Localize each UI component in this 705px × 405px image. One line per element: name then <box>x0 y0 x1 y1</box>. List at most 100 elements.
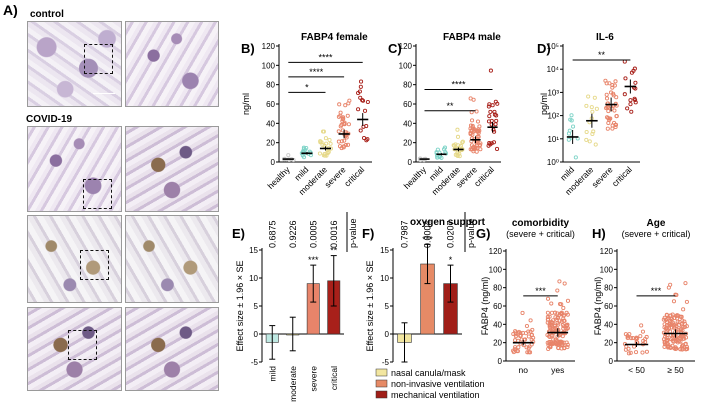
chart-c-ytick-label: 120 <box>399 42 413 51</box>
chart-f-pvalue: 0.0207 <box>446 220 456 248</box>
chart-b-ytick-label: 0 <box>271 158 276 167</box>
chart-c-ytick-label: 80 <box>403 81 412 90</box>
chart-f-star-label: * <box>449 255 453 265</box>
chart-h-point <box>674 346 679 351</box>
chart-b-point <box>344 135 349 140</box>
chart-c-point <box>486 119 492 124</box>
chart-b-point <box>358 128 363 133</box>
chart-d-point <box>569 113 574 118</box>
chart-b-point <box>337 102 342 107</box>
covid-overview-image-3 <box>27 307 122 391</box>
chart-h-point <box>625 335 630 340</box>
chart-g-point <box>547 345 552 350</box>
chart-d-point <box>629 109 634 114</box>
chart-h-point <box>674 336 679 342</box>
chart-d-point <box>612 83 617 88</box>
chart-h-xtick-label: ≥ 50 <box>667 365 684 375</box>
chart-h-point <box>666 285 671 290</box>
chart-c-point <box>460 140 465 145</box>
chart-d-point <box>629 70 634 75</box>
chart-h-subtitle: (severe + critical) <box>622 229 691 239</box>
chart-b-point <box>340 117 345 122</box>
chart-c-sig-label: **** <box>451 80 466 90</box>
chart-b-point <box>358 84 363 89</box>
zoom-region-box <box>83 179 112 209</box>
chart-g-point <box>564 323 569 328</box>
chart-h-point <box>678 347 683 352</box>
covid-zoom-image-1 <box>125 126 219 212</box>
chart-b-xtick-label: severe <box>323 164 348 189</box>
chart-g-point <box>530 327 535 332</box>
chart-d-point <box>608 116 613 121</box>
chart-c-point <box>476 127 481 132</box>
chart-e-ytick-label: 10 <box>249 274 258 283</box>
chart-c-point <box>487 114 492 119</box>
chart-g-point <box>545 296 551 301</box>
chart-g-point <box>514 349 519 354</box>
chart-f-legend-label: mechanical ventilation <box>391 390 480 400</box>
chart-b-point <box>323 136 328 141</box>
chart-c-point <box>474 149 479 154</box>
covid-overview-image-2 <box>27 215 122 303</box>
chart-d-point <box>614 95 619 100</box>
chart-e-xtick-label: severe <box>308 366 318 392</box>
chart-b-point <box>317 151 322 156</box>
chart-g-point <box>513 334 518 339</box>
chart-d-point <box>586 94 591 99</box>
chart-h-ylabel: FABP4 (ng/ml) <box>593 277 603 336</box>
chart-f-legend-swatch <box>375 368 388 377</box>
chart-f-pvalue-label: p-value <box>466 218 476 248</box>
chart-c-point <box>494 146 500 152</box>
chart-b-point <box>286 153 291 158</box>
chart-d-point <box>608 90 614 95</box>
chart-h-point <box>682 319 687 324</box>
chart-h-point <box>639 323 644 328</box>
panel-e-letter: E) <box>232 226 245 241</box>
chart-c-point <box>486 104 491 109</box>
chart-b-point <box>338 124 343 129</box>
chart-d-point <box>584 137 589 142</box>
chart-f-ytick-label: -5 <box>382 358 390 367</box>
chart-g-ytick-label: 100 <box>489 265 503 274</box>
chart-b-point <box>356 107 361 112</box>
chart-g-xtick-label: no <box>519 365 529 375</box>
chart-b-ylabel: ng/ml <box>241 93 251 115</box>
chart-d-point <box>610 126 615 131</box>
chart-d-point <box>623 76 628 81</box>
chart-g-point <box>559 343 564 348</box>
chart-h-point <box>633 336 639 341</box>
chart-h-point <box>666 316 671 321</box>
chart-b-point <box>361 135 367 141</box>
chart-e-ylabel: Effect size ± 1.96 × SE <box>235 260 245 351</box>
chart-h-xtick-label: < 50 <box>628 365 645 375</box>
chart-e-pvalue: 0.0005 <box>308 220 318 248</box>
chart-d-point <box>628 102 633 107</box>
chart-g-point <box>547 334 552 340</box>
zoom-region-box <box>68 330 97 360</box>
chart-g-ytick-label: 20 <box>493 339 502 348</box>
chart-h-point <box>626 351 631 356</box>
chart-b-point <box>342 138 347 143</box>
chart-b-point <box>364 123 369 129</box>
chart-d-point <box>610 83 615 88</box>
chart-c-point <box>495 101 500 106</box>
control-overview-image <box>27 21 122 107</box>
chart-c-point <box>475 119 481 124</box>
chart-h-point <box>644 349 649 354</box>
chart-d-point <box>594 106 599 111</box>
chart-d-point <box>592 95 597 100</box>
chart-h-point <box>670 312 675 317</box>
chart-g-sig-label: *** <box>535 286 546 296</box>
chart-b-point <box>358 95 363 100</box>
chart-e-xtick-label: mild <box>267 366 277 382</box>
chart-d-point <box>573 155 578 160</box>
chart-e-ytick-label: 5 <box>254 302 259 311</box>
chart-h-point <box>674 314 679 319</box>
chart-g-point <box>561 318 567 323</box>
chart-d-point <box>614 114 619 119</box>
chart-e-pvalue: 0.9226 <box>288 220 298 248</box>
chart-h-point <box>628 350 633 355</box>
chart-c-point <box>490 103 495 108</box>
chart-d-ytick-label: 10¹ <box>547 135 559 144</box>
